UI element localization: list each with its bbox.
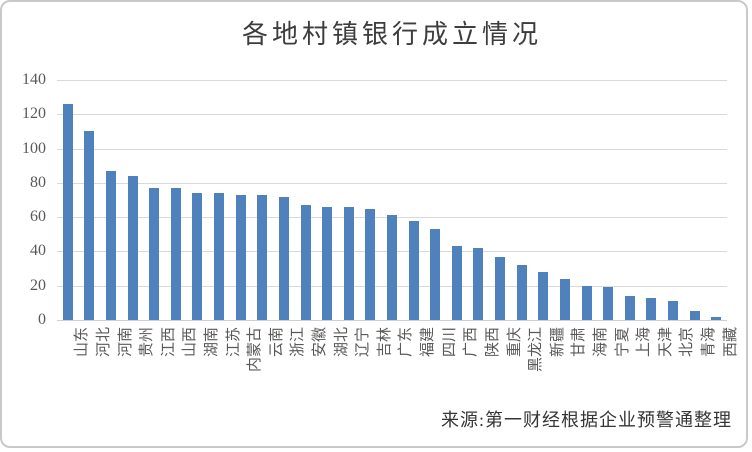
chart-title: 各地村镇银行成立情况: [241, 20, 542, 49]
gridline-100: [57, 148, 727, 150]
bar: [127, 176, 138, 320]
x-tick-label: 浙江: [290, 327, 307, 358]
bar: [559, 278, 570, 320]
gridline-80: [57, 182, 727, 184]
x-tick-label: 福建: [420, 327, 437, 358]
bar: [84, 131, 95, 320]
bar: [603, 287, 614, 320]
plot-area: [57, 80, 727, 321]
bar: [343, 206, 354, 320]
x-tick-label: 山东: [74, 327, 91, 358]
x-tick-label: 广东: [398, 327, 415, 358]
x-tick-label: 江西: [160, 327, 177, 358]
y-axis-labels: 0 20 40 60 80 100 120 140: [2, 71, 48, 328]
y-tick-label: 0: [38, 311, 46, 328]
bar: [408, 220, 419, 320]
bar: [495, 256, 506, 320]
bar: [646, 297, 657, 320]
source-note: 来源:第一财经根据企业预警通整理: [441, 410, 732, 430]
x-tick-label: 云南: [268, 327, 285, 358]
bar: [62, 104, 73, 320]
x-tick-label: 广西: [463, 327, 480, 358]
y-tick-label: 120: [22, 105, 46, 123]
bar: [516, 265, 527, 320]
bar: [538, 272, 549, 320]
bar: [214, 193, 225, 320]
bar: [689, 311, 700, 320]
x-tick-label: 天津: [657, 327, 674, 358]
gridline-0: [57, 320, 727, 321]
bar: [451, 246, 462, 320]
bar: [300, 205, 311, 320]
x-tick-label: 青海: [701, 327, 718, 358]
bar: [365, 208, 376, 320]
x-tick-label: 海南: [593, 327, 610, 358]
bar: [581, 285, 592, 320]
bar: [235, 194, 246, 320]
y-tick-label: 40: [30, 242, 46, 260]
x-tick-label: 辽宁: [355, 327, 372, 358]
bar: [170, 188, 181, 320]
bar: [624, 296, 635, 320]
bar: [106, 170, 117, 320]
x-tick-label: 宁夏: [614, 327, 631, 358]
y-tick-label: 140: [22, 71, 46, 88]
bar: [473, 248, 484, 320]
bar: [667, 301, 678, 320]
x-tick-label: 河北: [95, 327, 112, 358]
bar: [387, 215, 397, 320]
x-tick-label: 北京: [679, 327, 696, 358]
x-tick-label: 河南: [117, 327, 134, 358]
x-tick-label: 黑龙江: [528, 327, 545, 373]
y-tick-label: 20: [30, 276, 46, 294]
bar: [192, 193, 203, 320]
x-tick-label: 内蒙古: [247, 327, 264, 373]
y-tick-label: 80: [30, 173, 46, 191]
bar: [711, 316, 722, 320]
x-tick-label: 甘肃: [571, 327, 588, 358]
x-tick-label: 湖北: [333, 327, 350, 358]
x-tick-label: 吉林: [376, 327, 393, 358]
x-tick-label: 西藏: [722, 327, 739, 358]
gridline-140: [57, 80, 727, 81]
y-tick-label: 60: [30, 208, 46, 226]
x-tick-label: 新疆: [549, 327, 566, 358]
x-tick-label: 四川: [441, 327, 458, 358]
y-tick-label: 100: [22, 139, 46, 157]
bar: [430, 229, 441, 320]
bar: [149, 188, 160, 320]
gridline-120: [57, 114, 727, 116]
bar: [322, 206, 333, 320]
x-tick-label: 江苏: [225, 327, 242, 358]
x-tick-label: 山西: [182, 327, 199, 358]
x-tick-label: 重庆: [506, 327, 523, 358]
bar: [278, 196, 289, 320]
x-tick-label: 陕西: [484, 327, 501, 358]
x-tick-label: 安徽: [312, 327, 329, 358]
x-tick-label: 贵州: [139, 327, 156, 358]
x-axis-labels: 山东 河北 河南 贵州 江西 山西 湖南 江苏 内蒙古 云南 浙江 安徽 湖北 辽宁 吉林 广东 福建 四川 广西陕…: [57, 322, 738, 408]
bar: [257, 194, 268, 320]
x-tick-label: 湖南: [203, 327, 220, 358]
x-tick-label: 上海: [636, 327, 653, 358]
